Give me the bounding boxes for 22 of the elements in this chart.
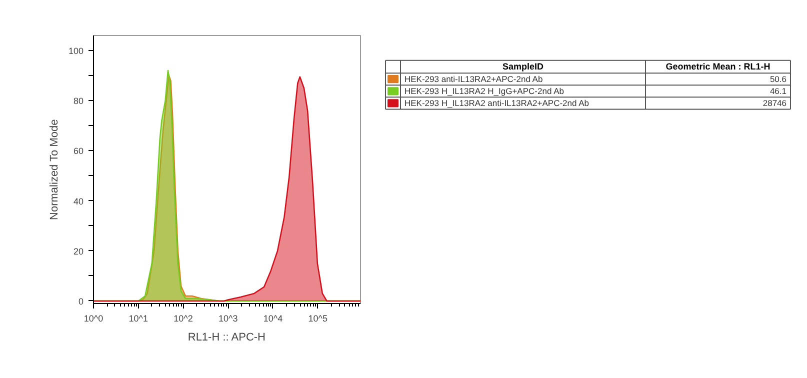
y-axis-title: Normalized To Mode: [48, 119, 60, 220]
y-tick-label: 60: [73, 146, 84, 156]
x-tick-label: 10^3: [218, 314, 238, 324]
legend-label: HEK-293 anti-IL13RA2+APC-2nd Ab: [404, 74, 543, 84]
x-axis-title: RL1-H :: APC-H: [188, 332, 266, 344]
x-tick-label: 10^0: [84, 314, 104, 324]
legend-label: HEK-293 H_IL13RA2 anti-IL13RA2+APC-2nd Ab: [404, 98, 590, 108]
text: 28746: [762, 98, 787, 108]
x-tick-label: 10^2: [174, 314, 193, 324]
text: 46.1: [770, 86, 787, 96]
x-tick-label: 10^4: [263, 314, 283, 324]
x-tick-label: 10^1: [128, 314, 148, 324]
y-tick-label: 20: [73, 246, 84, 256]
text: Geometric Mean : RL1-H: [666, 62, 770, 72]
y-tick-label: 0: [78, 296, 84, 306]
text: 50.6: [770, 74, 787, 84]
y-tick-label: 100: [68, 46, 84, 56]
x-tick-label: 10^5: [308, 314, 328, 324]
y-tick-label: 80: [73, 96, 84, 106]
legend-title: SampleID: [502, 62, 544, 72]
legend-label: HEK-293 H_IL13RA2 H_IgG+APC-2nd Ab: [404, 86, 564, 96]
y-tick-label: 40: [73, 196, 84, 206]
